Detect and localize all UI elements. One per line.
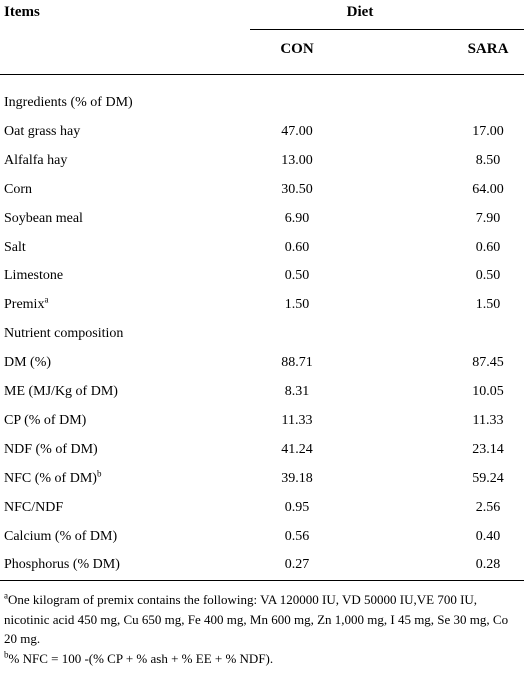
row-label: Corn	[4, 181, 32, 199]
column-header: SARA	[467, 41, 509, 57]
rule	[0, 580, 524, 581]
cell: 0.40	[475, 528, 501, 544]
cell: 23.14	[472, 441, 504, 457]
cell: 1.50	[475, 297, 501, 313]
row-label: Ingredients (% of DM)	[4, 94, 133, 112]
row-label-text: Phosphorus (% DM)	[4, 557, 120, 573]
row-label: Alfalfa hay	[4, 152, 67, 170]
items-header: Items	[4, 4, 40, 20]
footnote: b% NFC = 100 -(% CP + % ash + % EE + % N…	[4, 649, 516, 669]
row-label: DM (%)	[4, 354, 51, 372]
cell: 0.56	[284, 528, 310, 544]
cell: 0.60	[284, 239, 310, 255]
cell: 0.50	[475, 268, 501, 284]
row-label: NFC/NDF	[4, 499, 63, 517]
row-label: Soybean meal	[4, 210, 83, 228]
row-label-text: Salt	[4, 239, 26, 255]
footnote-marker: a	[4, 590, 8, 601]
row-label: ME (MJ/Kg of DM)	[4, 383, 118, 401]
row-label: Oat grass hay	[4, 123, 80, 141]
rule	[0, 74, 524, 75]
row-label: NFC (% of DM)b	[4, 468, 102, 488]
row-label-text: CP (% of DM)	[4, 412, 87, 428]
cell: 8.50	[475, 152, 501, 168]
footnote-marker: b	[96, 468, 102, 479]
row-label: Phosphorus (% DM)	[4, 556, 120, 574]
cell: 13.00	[281, 152, 313, 168]
row-label-text: Nutrient composition	[4, 326, 124, 342]
rule	[250, 29, 524, 30]
row-label-text: Calcium (% of DM)	[4, 528, 118, 544]
diet-header: Diet	[346, 4, 374, 20]
row-label: Nutrient composition	[4, 325, 123, 343]
cell: 0.60	[475, 239, 501, 255]
row-label: Premixa	[4, 294, 49, 314]
row-label-text: Oat grass hay	[4, 123, 81, 139]
cell: 59.24	[472, 470, 504, 486]
cell: 0.28	[475, 557, 501, 573]
cell: 0.95	[284, 499, 310, 515]
row-label-text: DM (%)	[4, 355, 52, 371]
row-label-text: Ingredients (% of DM)	[4, 95, 133, 110]
cell: 30.50	[281, 181, 313, 197]
row-label: Calcium (% of DM)	[4, 528, 117, 546]
row-label: Salt	[4, 239, 26, 257]
footnote-marker: a	[44, 294, 49, 305]
row-label-text: NFC/NDF	[4, 499, 64, 515]
cell: 64.00	[472, 181, 504, 197]
row-label-text: Limestone	[4, 268, 64, 284]
row-label: NDF (% of DM)	[4, 441, 98, 459]
cell: 17.00	[472, 123, 504, 139]
row-label-text: NFC (% of DM)	[4, 470, 97, 486]
cell: 8.31	[284, 384, 310, 399]
cell: 87.45	[472, 355, 504, 371]
cell: 2.56	[475, 499, 501, 515]
cell: 0.50	[284, 268, 310, 284]
cell: 11.33	[281, 412, 313, 428]
row-label: Limestone	[4, 267, 63, 285]
footnote-text: One kilogram of premix contains the foll…	[4, 592, 509, 646]
row-label-text: Soybean meal	[4, 210, 83, 226]
cell: 7.90	[475, 210, 501, 226]
cell: 41.24	[281, 441, 313, 457]
row-label-text: NDF (% of DM)	[4, 441, 98, 457]
footnote-marker: b	[4, 649, 9, 660]
footnote-text: % NFC = 100 -(% CP + % ash + % EE + % ND…	[8, 651, 274, 666]
row-label-text: Alfalfa hay	[4, 152, 68, 168]
cell: 1.50	[284, 297, 310, 313]
cell: 88.71	[281, 355, 313, 371]
cell: 39.18	[281, 470, 313, 486]
cell: 47.00	[281, 123, 313, 139]
row-label: CP (% of DM)	[4, 412, 86, 430]
row-label-text: Corn	[4, 181, 32, 197]
cell: 11.33	[472, 412, 504, 428]
cell: 6.90	[284, 210, 310, 226]
cell: 10.05	[472, 384, 504, 399]
row-label-text: ME (MJ/Kg of DM)	[4, 384, 118, 399]
column-header: CON	[280, 41, 314, 57]
row-label-text: Premix	[4, 297, 45, 313]
footnote: aOne kilogram of premix contains the fol…	[4, 590, 516, 649]
cell: 0.27	[284, 557, 310, 573]
